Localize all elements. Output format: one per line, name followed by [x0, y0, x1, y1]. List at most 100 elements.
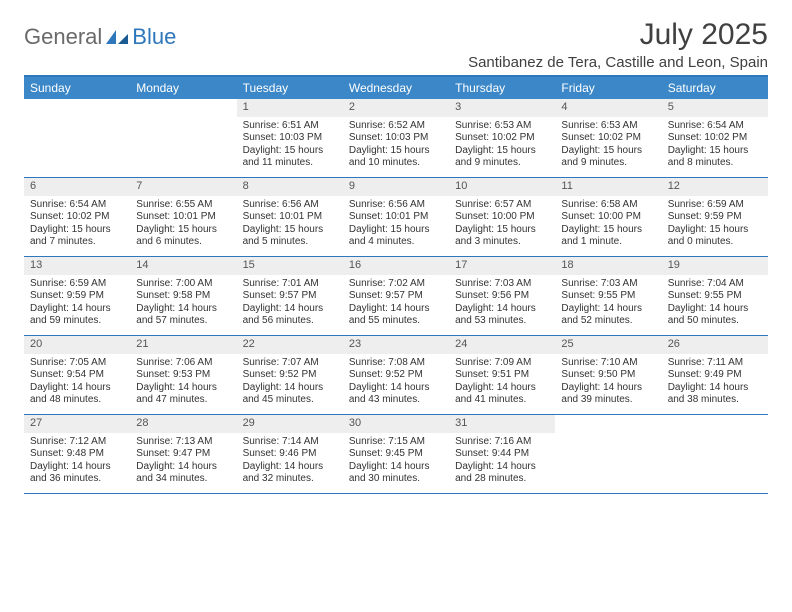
day-number: 7 — [130, 178, 236, 196]
day-cell: 19Sunrise: 7:04 AMSunset: 9:55 PMDayligh… — [662, 257, 768, 335]
day-cell: 18Sunrise: 7:03 AMSunset: 9:55 PMDayligh… — [555, 257, 661, 335]
daylight-text: Daylight: 15 hours and 0 minutes. — [668, 224, 762, 249]
sunrise-text: Sunrise: 6:54 AM — [30, 199, 124, 212]
sunset-text: Sunset: 9:44 PM — [455, 448, 549, 461]
sunrise-text: Sunrise: 7:16 AM — [455, 436, 549, 449]
day-number: 16 — [343, 257, 449, 275]
sunset-text: Sunset: 9:58 PM — [136, 290, 230, 303]
brand-logo: General Blue — [24, 18, 176, 50]
day-cell: 25Sunrise: 7:10 AMSunset: 9:50 PMDayligh… — [555, 336, 661, 414]
daylight-text: Daylight: 14 hours and 39 minutes. — [561, 382, 655, 407]
sunset-text: Sunset: 10:03 PM — [243, 132, 337, 145]
sunrise-text: Sunrise: 7:05 AM — [30, 357, 124, 370]
sunrise-text: Sunrise: 7:14 AM — [243, 436, 337, 449]
day-header: Thursday — [449, 77, 555, 99]
sunset-text: Sunset: 9:56 PM — [455, 290, 549, 303]
day-body: Sunrise: 7:16 AMSunset: 9:44 PMDaylight:… — [449, 433, 555, 492]
day-body: Sunrise: 7:10 AMSunset: 9:50 PMDaylight:… — [555, 354, 661, 413]
sunrise-text: Sunrise: 6:55 AM — [136, 199, 230, 212]
day-body: Sunrise: 7:02 AMSunset: 9:57 PMDaylight:… — [343, 275, 449, 334]
day-cell: 7Sunrise: 6:55 AMSunset: 10:01 PMDayligh… — [130, 178, 236, 256]
day-cell: 28Sunrise: 7:13 AMSunset: 9:47 PMDayligh… — [130, 415, 236, 493]
week-row: 6Sunrise: 6:54 AMSunset: 10:02 PMDayligh… — [24, 178, 768, 257]
day-header: Sunday — [24, 77, 130, 99]
day-cell: 12Sunrise: 6:59 AMSunset: 9:59 PMDayligh… — [662, 178, 768, 256]
day-body: Sunrise: 7:08 AMSunset: 9:52 PMDaylight:… — [343, 354, 449, 413]
day-body: Sunrise: 6:58 AMSunset: 10:00 PMDaylight… — [555, 196, 661, 255]
day-header-row: Sunday Monday Tuesday Wednesday Thursday… — [24, 77, 768, 99]
sunset-text: Sunset: 9:49 PM — [668, 369, 762, 382]
daylight-text: Daylight: 14 hours and 41 minutes. — [455, 382, 549, 407]
day-cell: 17Sunrise: 7:03 AMSunset: 9:56 PMDayligh… — [449, 257, 555, 335]
sunset-text: Sunset: 9:59 PM — [30, 290, 124, 303]
day-body: Sunrise: 6:52 AMSunset: 10:03 PMDaylight… — [343, 117, 449, 176]
daylight-text: Daylight: 14 hours and 56 minutes. — [243, 303, 337, 328]
weeks-container: 1Sunrise: 6:51 AMSunset: 10:03 PMDayligh… — [24, 99, 768, 494]
day-number: 3 — [449, 99, 555, 117]
sunset-text: Sunset: 9:55 PM — [561, 290, 655, 303]
day-cell: 27Sunrise: 7:12 AMSunset: 9:48 PMDayligh… — [24, 415, 130, 493]
daylight-text: Daylight: 14 hours and 47 minutes. — [136, 382, 230, 407]
daylight-text: Daylight: 14 hours and 28 minutes. — [455, 461, 549, 486]
sunset-text: Sunset: 9:50 PM — [561, 369, 655, 382]
sunrise-text: Sunrise: 6:54 AM — [668, 120, 762, 133]
sunset-text: Sunset: 10:01 PM — [243, 211, 337, 224]
sunset-text: Sunset: 9:57 PM — [349, 290, 443, 303]
daylight-text: Daylight: 14 hours and 45 minutes. — [243, 382, 337, 407]
sunrise-text: Sunrise: 7:00 AM — [136, 278, 230, 291]
daylight-text: Daylight: 15 hours and 8 minutes. — [668, 145, 762, 170]
daylight-text: Daylight: 14 hours and 50 minutes. — [668, 303, 762, 328]
sunset-text: Sunset: 9:57 PM — [243, 290, 337, 303]
day-number: 5 — [662, 99, 768, 117]
sunrise-text: Sunrise: 6:59 AM — [668, 199, 762, 212]
day-header: Tuesday — [237, 77, 343, 99]
location-subtitle: Santibanez de Tera, Castille and Leon, S… — [468, 54, 768, 71]
daylight-text: Daylight: 15 hours and 11 minutes. — [243, 145, 337, 170]
day-cell: 24Sunrise: 7:09 AMSunset: 9:51 PMDayligh… — [449, 336, 555, 414]
day-number: 24 — [449, 336, 555, 354]
day-number: 9 — [343, 178, 449, 196]
day-body: Sunrise: 7:01 AMSunset: 9:57 PMDaylight:… — [237, 275, 343, 334]
day-cell: 11Sunrise: 6:58 AMSunset: 10:00 PMDaylig… — [555, 178, 661, 256]
day-cell — [130, 99, 236, 177]
day-body: Sunrise: 6:55 AMSunset: 10:01 PMDaylight… — [130, 196, 236, 255]
sunrise-text: Sunrise: 6:59 AM — [30, 278, 124, 291]
day-header: Saturday — [662, 77, 768, 99]
day-number: 8 — [237, 178, 343, 196]
day-number: 20 — [24, 336, 130, 354]
sunset-text: Sunset: 10:02 PM — [455, 132, 549, 145]
sunrise-text: Sunrise: 6:51 AM — [243, 120, 337, 133]
sunrise-text: Sunrise: 6:56 AM — [243, 199, 337, 212]
daylight-text: Daylight: 14 hours and 59 minutes. — [30, 303, 124, 328]
daylight-text: Daylight: 15 hours and 5 minutes. — [243, 224, 337, 249]
day-number: 15 — [237, 257, 343, 275]
daylight-text: Daylight: 15 hours and 9 minutes. — [561, 145, 655, 170]
day-body: Sunrise: 7:13 AMSunset: 9:47 PMDaylight:… — [130, 433, 236, 492]
daylight-text: Daylight: 14 hours and 48 minutes. — [30, 382, 124, 407]
day-body: Sunrise: 7:12 AMSunset: 9:48 PMDaylight:… — [24, 433, 130, 492]
day-number: 22 — [237, 336, 343, 354]
day-cell: 16Sunrise: 7:02 AMSunset: 9:57 PMDayligh… — [343, 257, 449, 335]
day-body: Sunrise: 7:04 AMSunset: 9:55 PMDaylight:… — [662, 275, 768, 334]
sunset-text: Sunset: 9:47 PM — [136, 448, 230, 461]
day-body: Sunrise: 6:54 AMSunset: 10:02 PMDaylight… — [662, 117, 768, 176]
daylight-text: Daylight: 14 hours and 32 minutes. — [243, 461, 337, 486]
sunrise-text: Sunrise: 7:11 AM — [668, 357, 762, 370]
daylight-text: Daylight: 15 hours and 3 minutes. — [455, 224, 549, 249]
day-cell: 30Sunrise: 7:15 AMSunset: 9:45 PMDayligh… — [343, 415, 449, 493]
day-number: 25 — [555, 336, 661, 354]
sunset-text: Sunset: 10:02 PM — [30, 211, 124, 224]
day-body: Sunrise: 6:53 AMSunset: 10:02 PMDaylight… — [449, 117, 555, 176]
day-body: Sunrise: 6:51 AMSunset: 10:03 PMDaylight… — [237, 117, 343, 176]
day-number: 11 — [555, 178, 661, 196]
day-cell: 6Sunrise: 6:54 AMSunset: 10:02 PMDayligh… — [24, 178, 130, 256]
sunrise-text: Sunrise: 7:02 AM — [349, 278, 443, 291]
day-header: Wednesday — [343, 77, 449, 99]
day-number: 4 — [555, 99, 661, 117]
sunset-text: Sunset: 9:46 PM — [243, 448, 337, 461]
sunrise-text: Sunrise: 7:07 AM — [243, 357, 337, 370]
day-number: 19 — [662, 257, 768, 275]
day-number: 31 — [449, 415, 555, 433]
day-body: Sunrise: 6:56 AMSunset: 10:01 PMDaylight… — [343, 196, 449, 255]
daylight-text: Daylight: 15 hours and 6 minutes. — [136, 224, 230, 249]
